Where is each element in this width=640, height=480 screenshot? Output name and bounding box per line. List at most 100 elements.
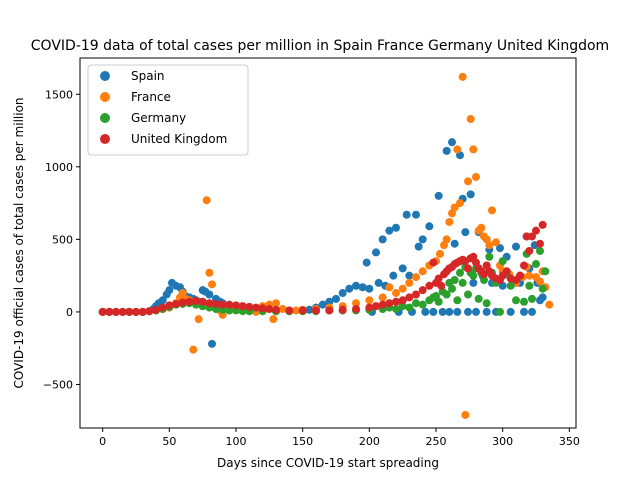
y-tick-label: 1500	[45, 88, 73, 101]
data-point	[172, 299, 180, 308]
data-point	[536, 246, 544, 255]
data-point	[450, 239, 459, 248]
data-point	[365, 296, 374, 305]
data-point	[545, 300, 554, 309]
data-point	[418, 267, 427, 276]
data-point	[434, 274, 443, 283]
data-point	[398, 264, 407, 273]
data-point	[365, 303, 374, 312]
x-axis: 0 50 100 150 200 250 300 350	[99, 428, 580, 448]
data-point	[205, 299, 214, 308]
data-point	[105, 307, 114, 316]
data-point	[385, 299, 394, 308]
data-point	[352, 299, 360, 308]
legend-marker	[100, 113, 110, 123]
legend-label: United Kingdom	[131, 132, 227, 146]
plot-frame	[79, 57, 577, 429]
data-point	[265, 305, 274, 314]
data-point	[538, 293, 547, 302]
data-point	[205, 290, 214, 299]
data-point	[464, 264, 472, 273]
x-tick-label: 0	[99, 435, 106, 448]
x-tick-label: 50	[162, 435, 176, 448]
data-point	[272, 299, 280, 308]
data-point	[298, 306, 307, 315]
data-point	[425, 222, 434, 231]
data-point	[453, 307, 462, 316]
x-tick-label: 250	[426, 435, 447, 448]
data-point	[418, 235, 427, 244]
data-point	[278, 305, 287, 314]
data-point	[496, 307, 504, 316]
data-point	[398, 284, 407, 293]
data-point	[125, 307, 134, 316]
data-point	[305, 305, 314, 314]
data-point	[538, 220, 547, 229]
data-point	[312, 306, 320, 315]
data-point	[412, 210, 420, 219]
data-point	[469, 278, 478, 287]
data-point	[502, 267, 511, 276]
data-point	[165, 301, 174, 310]
data-point	[438, 307, 447, 316]
data-point	[325, 306, 334, 315]
data-point	[208, 280, 216, 289]
data-point	[345, 284, 354, 293]
data-point	[464, 177, 472, 186]
data-point	[202, 196, 211, 205]
data-point	[292, 306, 300, 315]
data-point	[472, 307, 480, 316]
data-point	[456, 199, 464, 208]
data-point	[528, 294, 536, 303]
data-point	[208, 339, 216, 348]
data-point	[477, 223, 486, 232]
legend-label: Germany	[131, 111, 186, 125]
data-point	[488, 206, 496, 215]
data-point	[418, 300, 427, 309]
data-point	[165, 286, 174, 295]
data-point	[405, 271, 414, 280]
data-point	[392, 223, 400, 232]
data-point	[469, 271, 478, 280]
data-point	[392, 289, 400, 298]
data-point	[482, 299, 491, 308]
data-point	[392, 305, 400, 314]
x-tick-label: 150	[292, 435, 313, 448]
data-point	[520, 297, 528, 306]
data-point	[474, 294, 483, 303]
data-points	[98, 72, 554, 419]
data-point	[285, 306, 294, 315]
data-point	[458, 278, 467, 287]
data-point	[485, 252, 494, 261]
y-tick-label: 1000	[45, 161, 73, 174]
data-point	[132, 307, 140, 316]
y-tick-label: 0	[66, 306, 73, 319]
data-point	[506, 307, 515, 316]
data-point	[525, 281, 534, 290]
data-point	[118, 307, 127, 316]
data-point	[528, 307, 536, 316]
data-point	[434, 191, 443, 200]
data-point	[352, 305, 360, 314]
data-point	[252, 303, 260, 312]
data-point	[536, 239, 544, 248]
data-point	[338, 289, 347, 298]
data-point	[205, 268, 214, 277]
data-point	[225, 300, 234, 309]
data-point	[425, 281, 434, 290]
data-point	[372, 302, 380, 311]
data-point	[338, 305, 347, 314]
x-axis-label: Days since COVID-19 start spreading	[217, 456, 439, 470]
data-point	[445, 217, 454, 226]
data-point	[461, 410, 470, 419]
data-point	[385, 226, 394, 235]
data-point	[412, 273, 420, 282]
legend-label: Spain	[131, 69, 165, 83]
data-point	[98, 307, 107, 316]
data-point	[492, 238, 500, 247]
data-point	[453, 296, 462, 305]
data-point	[442, 235, 451, 244]
data-point	[464, 290, 472, 299]
data-point	[429, 258, 438, 267]
data-point	[466, 190, 475, 199]
